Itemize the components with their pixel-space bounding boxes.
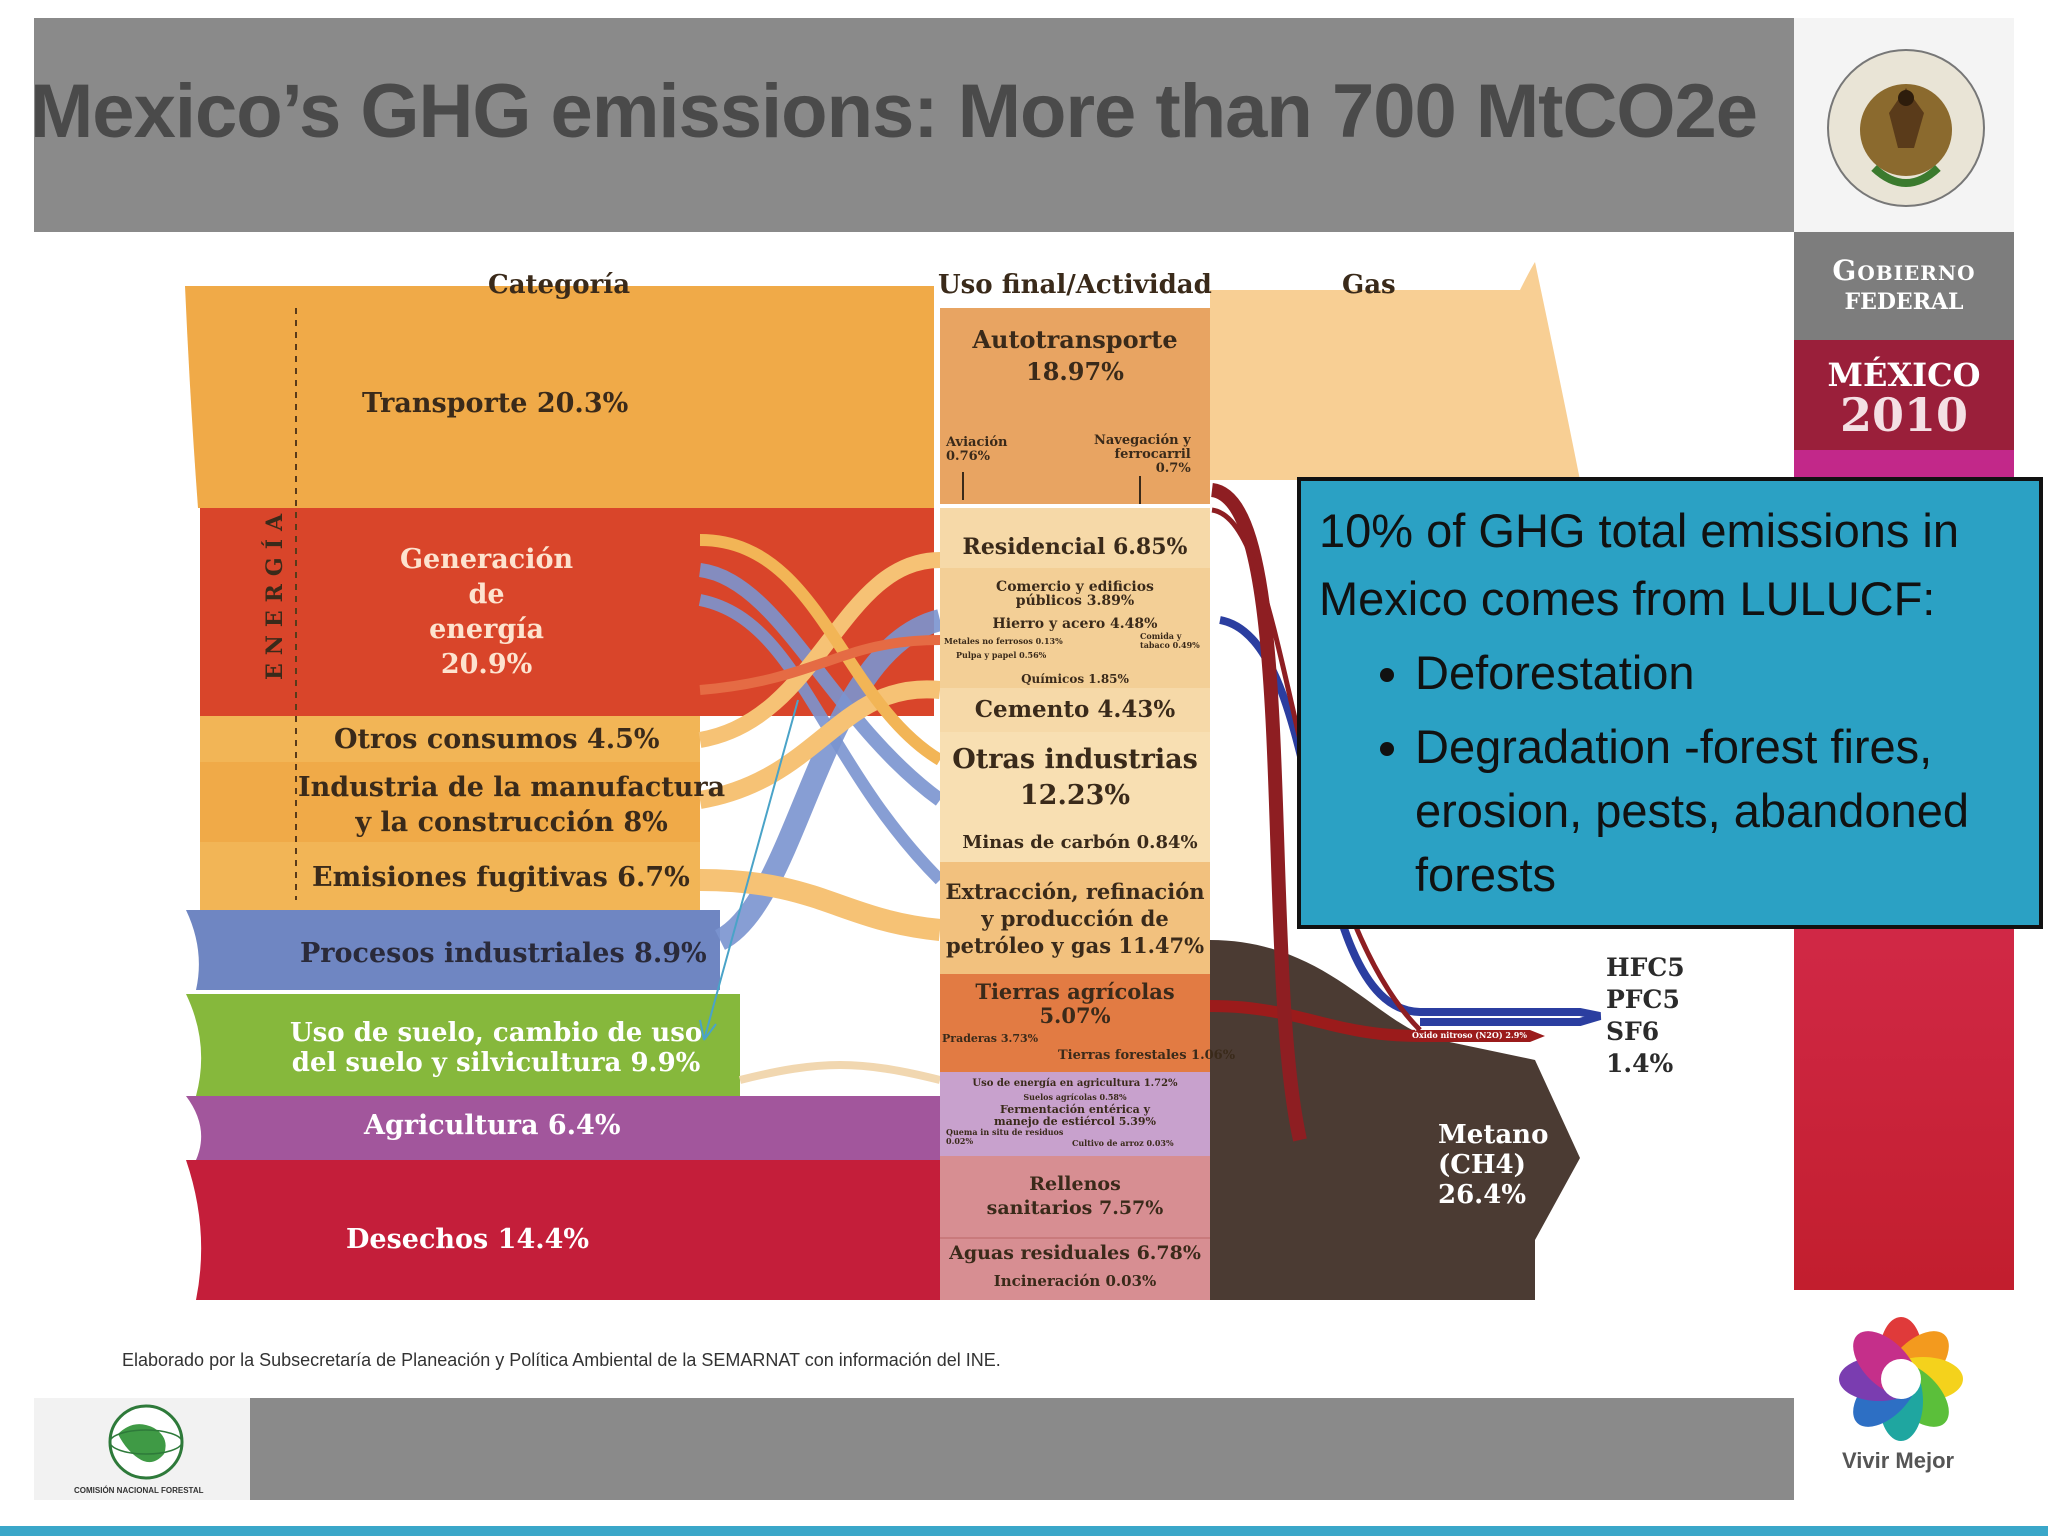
box-cemento	[940, 688, 1210, 732]
use-comida: Comida y tabaco 0.49%	[1140, 631, 1200, 650]
info-heading: 10% of GHG total emissions in Mexico com…	[1319, 504, 1959, 625]
metano-stream	[1210, 940, 1580, 1300]
category-suelo: Uso de suelo, cambio de uso del suelo y …	[290, 1018, 703, 1078]
box-autotransporte	[940, 308, 1210, 504]
use-aguas: Aguas residuales 6.78%	[949, 1242, 1201, 1264]
n2o-stream	[1210, 1000, 1545, 1042]
use-metales: Metales no ferrosos 0.13%	[944, 636, 1063, 646]
conafor-globe-icon	[108, 1404, 184, 1480]
use-comercio: Comercio y edificios públicos 3.89%	[996, 579, 1154, 609]
mexico-label: MÉXICO	[1827, 356, 1981, 394]
use-pulpa: Pulpa y papel 0.56%	[956, 650, 1047, 660]
flower-logo-icon	[1839, 1317, 1963, 1441]
title-bar	[34, 18, 1794, 232]
use-forestales: Tierras forestales 1.06%	[1058, 1048, 1236, 1063]
band-otros	[200, 716, 700, 762]
lulucf-info-box: 10% of GHG total emissions in Mexico com…	[1297, 477, 2043, 929]
header-categoria: Categoría	[488, 270, 631, 300]
use-otras: Otras industrias 12.23%	[952, 744, 1198, 811]
band-agricultura	[186, 1096, 940, 1160]
vivir-mejor-logo	[1838, 1316, 1964, 1446]
use-aviacion: Aviación 0.76%	[946, 435, 1008, 464]
use-quema: Quema in situ de residuos 0.02%	[946, 1127, 1064, 1146]
use-uso-energia: Uso de energía en agricultura 1.72%	[972, 1078, 1178, 1089]
box-desechos	[940, 1156, 1210, 1300]
conafor-name: COMISIÓN NACIONAL FORESTAL	[74, 1486, 204, 1495]
slide-title: Mexico’s GHG emissions: More than 700 Mt…	[30, 69, 1758, 154]
use-rellenos: Rellenos sanitarios 7.57%	[986, 1173, 1164, 1219]
year-label: 2010	[1839, 388, 1969, 442]
energia-label: ENERGÍA	[262, 505, 288, 680]
box-otras	[940, 732, 1210, 862]
conafor-logo-box	[34, 1398, 250, 1500]
category-transporte: Transporte 20.3%	[362, 388, 629, 419]
category-generacion: Generación de energía 20.9%	[400, 544, 574, 680]
use-autotransporte: Autotransporte 18.97%	[972, 325, 1178, 386]
header-uso-final: Uso final/Actividad	[938, 270, 1212, 300]
box-industria-mix	[940, 568, 1210, 688]
use-praderas: Praderas 3.73%	[942, 1032, 1039, 1045]
use-incineracion: Incineración 0.03%	[993, 1272, 1157, 1290]
bullet-degradation: Degradation -forest fires, erosion, pest…	[1415, 715, 2021, 907]
box-agricultura	[940, 1072, 1210, 1156]
band-industria	[200, 762, 700, 842]
sidebar-stripe	[1794, 870, 2014, 1290]
category-agricultura: Agricultura 6.4%	[364, 1110, 621, 1141]
use-residencial: Residencial 6.85%	[962, 534, 1188, 560]
use-extraccion: Extracción, refinación y producción de p…	[945, 879, 1205, 958]
use-tierras: Tierras agrícolas 5.07%	[975, 979, 1175, 1028]
co2-stream	[1210, 262, 1580, 480]
eagle-seal-icon	[1827, 49, 1985, 207]
use-column	[940, 308, 1210, 1300]
sankey-diagram	[185, 262, 1602, 1300]
federal-label: Federal	[1844, 289, 1964, 315]
use-cemento: Cemento 4.43%	[974, 696, 1176, 723]
band-procesos	[186, 910, 720, 990]
footer-bar	[250, 1398, 1794, 1500]
use-suelos: Suelos agrícolas 0.58%	[1023, 1092, 1127, 1102]
box-residencial	[940, 508, 1210, 568]
bullet-deforestation: Deforestation	[1415, 641, 2021, 705]
vivir-mejor-label: Vivir Mejor	[1842, 1448, 1955, 1473]
category-otros: Otros consumos 4.5%	[334, 724, 660, 755]
category-fugitivas: Emisiones fugitivas 6.7%	[312, 862, 690, 893]
source-credit: Elaborado por la Subsecretaría de Planea…	[122, 1350, 1001, 1370]
gas-oxido-nitroso: Óxido nitroso (N2O) 2.9%	[1412, 1030, 1527, 1040]
gas-hfc-pfc-sf6: HFC5 PFC5 SF6 1.4%	[1606, 953, 1685, 1078]
band-suelo	[186, 994, 740, 1096]
info-bullets: Deforestation Degradation -forest fires,…	[1319, 641, 2021, 907]
use-quimicos: Químicos 1.85%	[1021, 672, 1129, 686]
category-desechos: Desechos 14.4%	[346, 1224, 590, 1255]
band-transporte	[185, 286, 934, 508]
gas-streams	[1210, 262, 1602, 1300]
bottom-strip	[0, 1526, 2048, 1536]
gas-metano: Metano (CH4) 26.4%	[1438, 1120, 1549, 1210]
box-tierras	[940, 974, 1210, 1072]
box-extraccion	[940, 862, 1210, 974]
use-hierro: Hierro y acero 4.48%	[992, 616, 1158, 632]
gobierno-federal-box: Gobierno Federal	[1794, 232, 2014, 340]
band-generacion	[200, 508, 934, 716]
band-desechos	[186, 1160, 940, 1300]
band-fugitivas	[200, 842, 700, 912]
use-minas: Minas de carbón 0.84%	[962, 832, 1198, 853]
mexico-2010-box: MÉXICO 2010	[1794, 340, 2014, 450]
gobierno-label: Gobierno	[1832, 254, 1976, 287]
use-cultivo: Cultivo de arroz 0.03%	[1072, 1138, 1174, 1148]
mexican-seal	[1794, 18, 2014, 232]
category-procesos: Procesos industriales 8.9%	[300, 938, 707, 969]
category-bands	[185, 286, 940, 1300]
header-gas: Gas	[1342, 270, 1396, 300]
use-navegacion: Navegación y ferrocarril 0.7%	[1094, 433, 1191, 476]
use-fermentacion: Fermentación entérica y manejo de estiér…	[994, 1103, 1156, 1128]
category-industria: Industria de la manufactura y la constru…	[298, 772, 726, 838]
flow-ribbons	[698, 534, 945, 1084]
annotation-arrow	[699, 699, 799, 1041]
